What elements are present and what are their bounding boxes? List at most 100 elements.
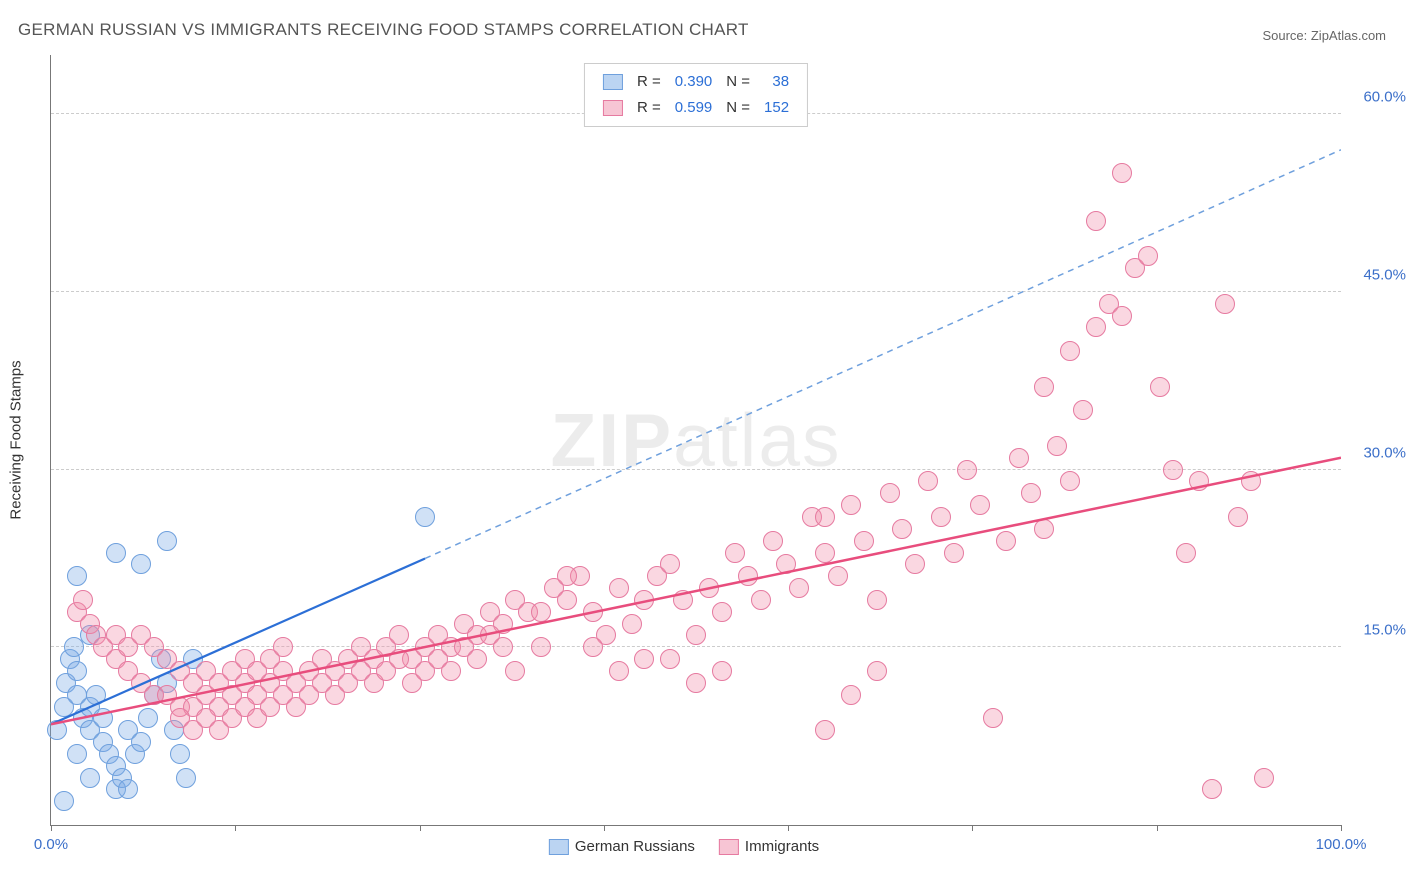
scatter-point [828,566,848,586]
x-tick-label: 0.0% [34,836,68,853]
scatter-point [660,554,680,574]
scatter-point [957,460,977,480]
scatter-point [1021,483,1041,503]
scatter-point [415,507,435,527]
x-tick [788,825,789,831]
scatter-point [918,471,938,491]
scatter-point [944,543,964,563]
scatter-point [1215,294,1235,314]
y-tick-label: 60.0% [1363,89,1406,106]
scatter-point [54,791,74,811]
scatter-point [531,602,551,622]
scatter-point [609,661,629,681]
scatter-point [389,625,409,645]
scatter-point [441,661,461,681]
scatter-point [892,519,912,539]
scatter-point [170,744,190,764]
scatter-point [1150,377,1170,397]
scatter-point [47,720,67,740]
scatter-point [1241,471,1261,491]
watermark: ZIPatlas [550,397,841,483]
scatter-point [67,566,87,586]
scatter-point [583,602,603,622]
legend-stats: R =0.390N =38R =0.599N =152 [584,63,808,127]
scatter-point [609,578,629,598]
scatter-point [1060,471,1080,491]
scatter-point [1086,211,1106,231]
scatter-point [789,578,809,598]
y-axis-label: Receiving Food Stamps [8,360,25,519]
gridline-h [51,469,1341,470]
scatter-point [118,779,138,799]
scatter-point [493,637,513,657]
scatter-point [157,531,177,551]
legend-item: German Russians [549,838,695,855]
plot-area: Receiving Food Stamps ZIPatlas R =0.390N… [50,55,1341,826]
scatter-point [273,637,293,657]
scatter-point [583,637,603,657]
scatter-point [93,708,113,728]
gridline-h [51,291,1341,292]
scatter-point [73,590,93,610]
scatter-point [751,590,771,610]
scatter-point [622,614,642,634]
legend-item: Immigrants [719,838,819,855]
scatter-point [1228,507,1248,527]
scatter-point [1112,163,1132,183]
scatter-point [699,578,719,598]
y-tick-label: 30.0% [1363,444,1406,461]
scatter-point [131,732,151,752]
scatter-point [712,661,732,681]
scatter-point [1073,400,1093,420]
scatter-point [686,625,706,645]
scatter-point [531,637,551,657]
x-tick [51,825,52,831]
scatter-point [867,590,887,610]
chart-source: Source: ZipAtlas.com [1262,28,1386,43]
scatter-point [1176,543,1196,563]
scatter-point [1163,460,1183,480]
scatter-point [1138,246,1158,266]
scatter-point [1034,377,1054,397]
scatter-point [970,495,990,515]
gridline-h [51,646,1341,647]
scatter-point [467,649,487,669]
scatter-point [686,673,706,693]
scatter-point [80,768,100,788]
legend-series: German Russians Immigrants [549,838,843,855]
scatter-point [634,590,654,610]
scatter-point [738,566,758,586]
scatter-point [1047,436,1067,456]
scatter-point [905,554,925,574]
scatter-point [867,661,887,681]
chart-title: GERMAN RUSSIAN VS IMMIGRANTS RECEIVING F… [18,20,749,40]
scatter-point [815,543,835,563]
scatter-point [815,720,835,740]
scatter-point [854,531,874,551]
x-tick [235,825,236,831]
scatter-point [67,661,87,681]
x-tick [1341,825,1342,831]
y-tick-label: 15.0% [1363,622,1406,639]
scatter-point [557,566,577,586]
scatter-point [1202,779,1222,799]
scatter-point [776,554,796,574]
scatter-point [131,554,151,574]
scatter-point [505,661,525,681]
scatter-point [1112,306,1132,326]
x-tick-label: 100.0% [1316,836,1367,853]
scatter-point [712,602,732,622]
scatter-point [1060,341,1080,361]
scatter-point [557,590,577,610]
scatter-point [67,744,87,764]
scatter-point [725,543,745,563]
x-tick [604,825,605,831]
scatter-point [660,649,680,669]
y-tick-label: 45.0% [1363,266,1406,283]
scatter-point [106,543,126,563]
scatter-point [1034,519,1054,539]
scatter-point [815,507,835,527]
scatter-point [1189,471,1209,491]
scatter-point [763,531,783,551]
scatter-point [996,531,1016,551]
